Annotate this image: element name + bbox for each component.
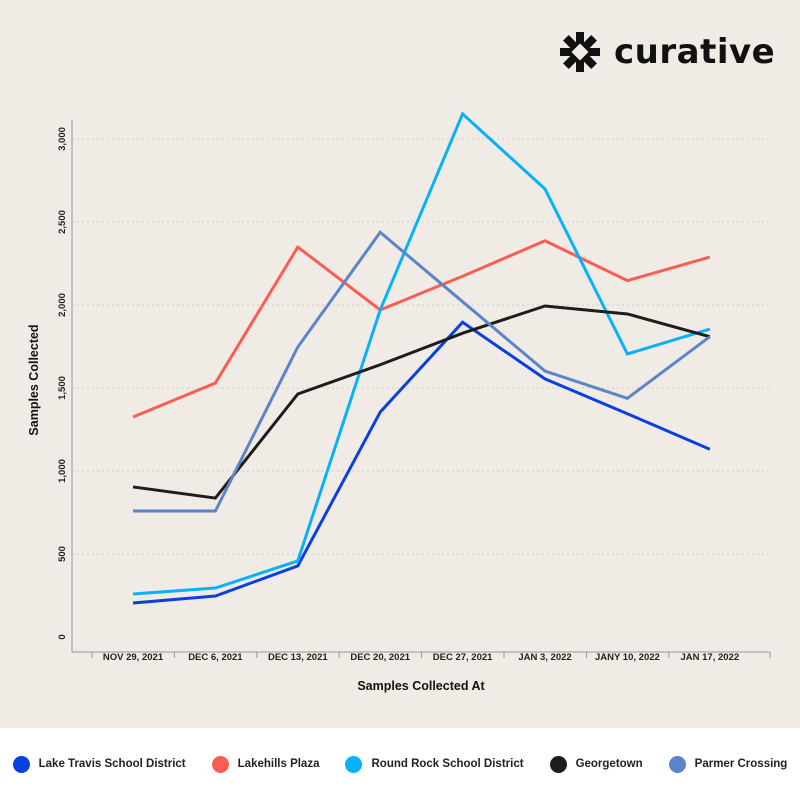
legend-swatch [668,755,686,773]
series-line-lake-travis-school-district [132,320,711,605]
legend-label: Lakehills Plaza [237,758,320,770]
legend-item: Georgetown [549,755,643,773]
y-tick-label: 1,500 [57,376,68,400]
legend-label: Lake Travis School District [38,758,186,770]
y-axis-label: Samples Collected [27,324,41,435]
series-line-parmer-crossing [133,230,711,513]
y-tick-label: 3,000 [57,127,68,151]
series-line-georgetown [132,304,711,500]
legend-label: Georgetown [575,758,643,770]
y-tick-label: 2,500 [57,210,68,234]
x-tick-label: NOV 29, 2021 [103,652,164,663]
legend-swatch [211,755,229,773]
chart-legend: Lake Travis School District Lakehills Pla… [0,728,800,800]
y-tick-label: 500 [57,546,68,562]
x-tick-label: JAN 3, 2022 [518,652,571,663]
x-tick-label: JANY 10, 2022 [595,652,660,663]
y-tick-label: 1,000 [57,459,68,483]
legend-swatch [549,755,567,773]
y-tick-label: 2,000 [57,293,68,317]
x-tick-label: DEC 13, 2021 [268,652,328,663]
line-chart: 0 500 1,000 1,500 2,000 2,500 3,000 NOV 29, 202… [27,111,771,693]
y-tick-label: 0 [57,634,68,639]
x-tick-label: DEC 6, 2021 [188,652,243,663]
legend-swatch [12,755,30,773]
x-axis-label: Samples Collected At [357,679,485,693]
series-line-lakehills-plaza [132,239,711,419]
legend-item: Round Rock School District [345,755,524,773]
legend-label: Round Rock School District [371,758,524,770]
x-tick-label: JAN 17, 2022 [680,652,739,663]
x-tick-label: DEC 20, 2021 [350,652,410,663]
legend-label: Parmer Crossing [694,758,788,770]
series-line-round-rock-school-district [132,111,711,596]
legend-item: Lakehills Plaza [211,755,320,773]
legend-item: Lake Travis School District [12,755,186,773]
x-tick-label: DEC 27, 2021 [433,652,493,663]
curative-logo: curative [560,32,775,72]
legend-swatch [345,755,363,773]
curative-asterisk-icon [560,32,600,72]
logo-text: curative [614,32,776,72]
legend-item: Parmer Crossing [668,755,788,773]
